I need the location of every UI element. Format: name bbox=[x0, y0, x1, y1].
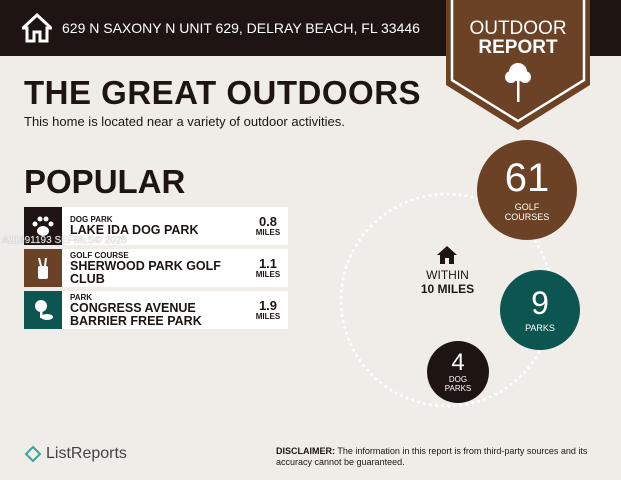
dog-parks-count-bubble: 4 DOG PARKS bbox=[427, 341, 489, 403]
disclaimer: DISCLAIMER: The information in this repo… bbox=[276, 446, 588, 467]
golf-bag-icon bbox=[24, 249, 62, 287]
list-item[interactable]: PARK CONGRESS AVENUE BARRIER FREE PARK 1.… bbox=[24, 291, 288, 329]
property-address: 629 N SAXONY N UNIT 629, DELRAY BEACH, F… bbox=[62, 20, 420, 36]
item-name: SHERWOOD PARK GOLF CLUB bbox=[70, 258, 221, 286]
item-category: GOLF COURSE bbox=[70, 250, 129, 260]
item-name: LAKE IDA DOG PARK bbox=[70, 223, 199, 237]
page-subtitle: This home is located near a variety of o… bbox=[24, 114, 345, 129]
tree-icon bbox=[505, 63, 531, 102]
park-tree-icon bbox=[24, 291, 62, 329]
watermark: A11991193 SEFMLS© 2026 bbox=[2, 235, 127, 246]
badge-line2: REPORT bbox=[478, 37, 558, 58]
home-icon bbox=[437, 246, 457, 264]
page-title: THE GREAT OUTDOORS bbox=[24, 74, 422, 111]
item-unit: MILES bbox=[255, 312, 281, 321]
item-unit: MILES bbox=[255, 228, 281, 237]
listreports-logo: ListReports bbox=[24, 445, 127, 463]
home-icon bbox=[22, 13, 52, 43]
item-name: CONGRESS AVENUE BARRIER FREE PARK bbox=[70, 300, 202, 328]
item-category: PARK bbox=[70, 292, 93, 302]
logo-icon bbox=[24, 445, 42, 463]
badge-line1: OUTDOOR bbox=[469, 18, 567, 39]
list-item[interactable]: DOG PARK LAKE IDA DOG PARK 0.8 MILES bbox=[24, 207, 288, 245]
popular-heading: POPULAR bbox=[24, 163, 186, 200]
paw-icon bbox=[24, 207, 62, 245]
parks-count-bubble: 9 PARKS bbox=[500, 270, 580, 350]
within-label: WITHIN 10 MILES bbox=[420, 268, 475, 296]
item-unit: MILES bbox=[255, 270, 281, 279]
golf-count-bubble: 61 GOLF COURSES bbox=[477, 140, 577, 240]
item-distance: 1.1 bbox=[258, 256, 278, 271]
item-distance: 1.9 bbox=[258, 298, 278, 313]
outdoor-report-badge bbox=[446, 0, 590, 130]
list-item[interactable]: GOLF COURSE SHERWOOD PARK GOLF CLUB 1.1 MI… bbox=[24, 249, 288, 287]
item-distance: 0.8 bbox=[258, 214, 278, 229]
item-category: DOG PARK bbox=[70, 215, 113, 224]
